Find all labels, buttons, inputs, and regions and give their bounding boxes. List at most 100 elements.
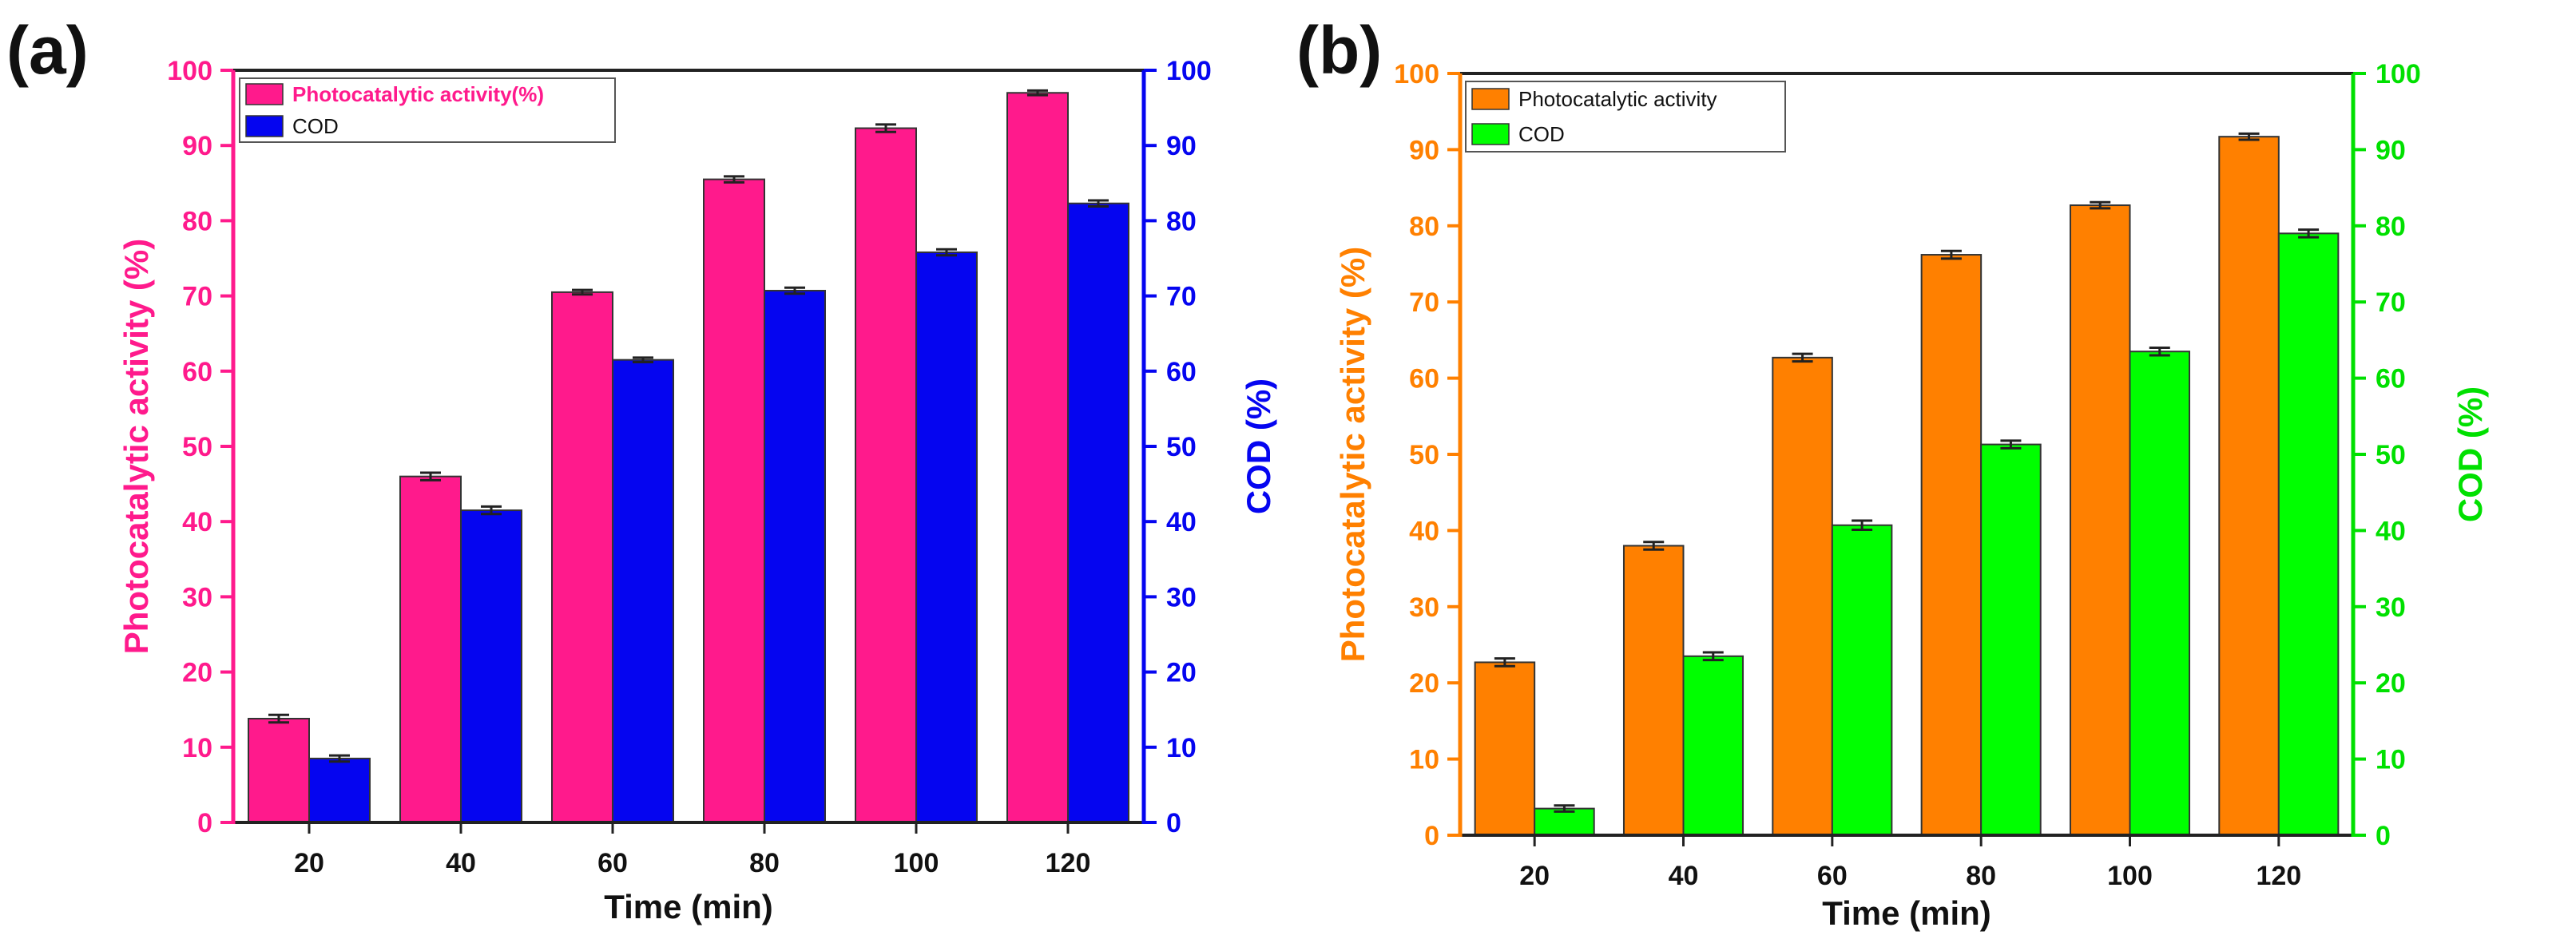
- x-tick-label-b-40: 40: [1669, 861, 1699, 891]
- legend-swatch-b-series1: [1471, 88, 1510, 110]
- y-tick-label-left-a-0: 0: [197, 808, 212, 838]
- y-axis-title-left-b: Photocatalytic activity (%): [1334, 247, 1371, 662]
- error-bar-a-series1-100: [875, 123, 896, 133]
- legend-box-b: [1465, 81, 1786, 153]
- x-axis-title-a: Time (min): [604, 888, 773, 925]
- x-tick-label-a-120: 120: [1046, 848, 1091, 878]
- bar-a-series1-60: [551, 291, 613, 823]
- x-tick-label-a-60: 60: [597, 848, 628, 878]
- bar-a-series2-80: [764, 290, 826, 824]
- y-tick-label-left-b-60: 60: [1409, 364, 1439, 394]
- bar-a-series2-100: [915, 251, 978, 823]
- bar-a-series2-60: [612, 359, 674, 824]
- y-tick-label-left-b-100: 100: [1394, 59, 1439, 89]
- legend-label-a-series1: Photocatalytic activity(%): [292, 82, 544, 106]
- x-tick-label-a-40: 40: [446, 848, 476, 878]
- bar-b-series2-60: [1831, 524, 1893, 836]
- x-tick-label-a-80: 80: [749, 848, 780, 878]
- y-tick-label-right-a-60: 60: [1166, 357, 1197, 387]
- error-bar-b-series1-120: [2238, 132, 2260, 141]
- y-tick-label-right-b-90: 90: [2376, 135, 2406, 165]
- y-tick-label-left-a-40: 40: [182, 507, 212, 537]
- y-tick-label-right-b-20: 20: [2376, 668, 2406, 699]
- y-tick-label-right-a-100: 100: [1166, 56, 1212, 86]
- y-tick-label-right-a-40: 40: [1166, 507, 1197, 537]
- legend-swatch-b-series2: [1471, 123, 1510, 145]
- y-tick-label-left-a-60: 60: [182, 357, 212, 387]
- bar-b-series1-20: [1474, 661, 1536, 837]
- y-tick-label-right-b-30: 30: [2376, 592, 2406, 623]
- error-bar-b-series1-40: [1643, 541, 1665, 551]
- panel-label-b: (b): [1296, 13, 1382, 88]
- bar-b-series1-120: [2218, 136, 2280, 836]
- y-tick-label-left-a-70: 70: [182, 282, 212, 312]
- y-tick-label-left-b-30: 30: [1409, 592, 1439, 623]
- y-tick-label-right-b-40: 40: [2376, 516, 2406, 546]
- y-tick-label-right-a-50: 50: [1166, 432, 1197, 462]
- y-tick-label-left-a-50: 50: [182, 432, 212, 462]
- bar-a-series1-100: [855, 127, 917, 823]
- bar-b-series2-120: [2277, 232, 2340, 836]
- legend-a: Photocatalytic activity(%) COD: [239, 77, 616, 143]
- y-tick-label-left-b-40: 40: [1409, 516, 1439, 546]
- bar-a-series1-80: [703, 178, 765, 823]
- bar-a-series2-40: [460, 509, 522, 823]
- error-bar-a-series1-80: [724, 175, 744, 184]
- panel-label-a: (a): [6, 13, 89, 88]
- error-bar-a-series2-20: [329, 754, 350, 763]
- y-tick-label-left-a-80: 80: [182, 206, 212, 236]
- chart-a-svg: (a) 20 40 60 80 100 120 0 0 10 10 20 20 30 30 40 40 50 50 6…: [6, 13, 1277, 925]
- error-bar-a-series1-20: [268, 713, 289, 724]
- error-bar-b-series1-60: [1792, 352, 1813, 363]
- error-bar-b-series1-80: [1940, 249, 1962, 260]
- error-bar-a-series2-80: [784, 286, 805, 295]
- bar-b-series2-100: [2129, 351, 2191, 836]
- bar-b-series1-40: [1622, 545, 1685, 836]
- y-axis-title-right-b: COD (%): [2451, 386, 2489, 522]
- y-axis-title-right-a: COD (%): [1240, 378, 1277, 514]
- y-tick-label-right-b-80: 80: [2376, 212, 2406, 242]
- y-tick-label-left-a-30: 30: [182, 582, 212, 612]
- y-tick-label-right-b-10: 10: [2376, 745, 2406, 775]
- legend-b: Photocatalytic activity COD: [1465, 81, 1786, 153]
- error-bar-a-series2-120: [1088, 199, 1109, 208]
- x-tick-label-b-120: 120: [2256, 861, 2301, 891]
- y-tick-label-left-b-0: 0: [1424, 821, 1439, 851]
- error-bar-b-series2-80: [2000, 439, 2022, 450]
- y-tick-label-left-b-50: 50: [1409, 440, 1439, 470]
- y-tick-label-right-a-30: 30: [1166, 582, 1197, 612]
- y-tick-label-right-a-0: 0: [1166, 808, 1181, 838]
- bar-b-series2-80: [1980, 443, 2042, 837]
- error-bar-b-series2-20: [1554, 804, 1575, 813]
- y-tick-label-left-b-80: 80: [1409, 212, 1439, 242]
- error-bar-b-series2-60: [1852, 519, 1873, 531]
- error-bar-a-series2-100: [936, 248, 957, 257]
- error-bar-b-series2-100: [2149, 346, 2170, 357]
- y-tick-label-left-b-10: 10: [1409, 745, 1439, 775]
- legend-swatch-a-series1: [245, 83, 284, 105]
- y-tick-label-right-b-70: 70: [2376, 287, 2406, 318]
- bar-b-series2-40: [1682, 655, 1744, 836]
- y-tick-label-left-b-70: 70: [1409, 287, 1439, 318]
- y-tick-label-right-b-0: 0: [2376, 821, 2391, 851]
- y-tick-label-right-a-80: 80: [1166, 206, 1197, 236]
- y-axis-title-left-a: Photocatalytic activity (%): [117, 239, 155, 654]
- error-bar-a-series1-120: [1027, 89, 1048, 97]
- y-tick-label-right-b-60: 60: [2376, 364, 2406, 394]
- error-bar-b-series2-120: [2298, 228, 2320, 239]
- bar-a-series2-20: [308, 757, 371, 823]
- legend-swatch-a-series2: [245, 115, 284, 137]
- error-bar-b-series2-40: [1702, 651, 1724, 662]
- bar-b-series1-60: [1772, 356, 1833, 837]
- legend-box-a: [239, 77, 616, 143]
- y-tick-label-left-a-20: 20: [182, 658, 212, 688]
- chart-panel-b: (b) 20 40 60 80 100 120 0 0 10 10 20 20 30 30 40 40 50 50 6…: [1288, 0, 2576, 951]
- y-tick-label-left-a-90: 90: [182, 131, 212, 161]
- error-bar-a-series1-40: [420, 471, 441, 481]
- y-tick-label-right-b-100: 100: [2376, 59, 2421, 89]
- y-tick-label-right-a-10: 10: [1166, 733, 1197, 763]
- bar-a-series1-120: [1006, 92, 1069, 823]
- chart-b-svg: (b) 20 40 60 80 100 120 0 0 10 10 20 20 30 30 40 40 50 50 6…: [1296, 13, 2489, 932]
- x-tick-label-a-100: 100: [894, 848, 939, 878]
- error-bar-a-series2-40: [481, 505, 502, 516]
